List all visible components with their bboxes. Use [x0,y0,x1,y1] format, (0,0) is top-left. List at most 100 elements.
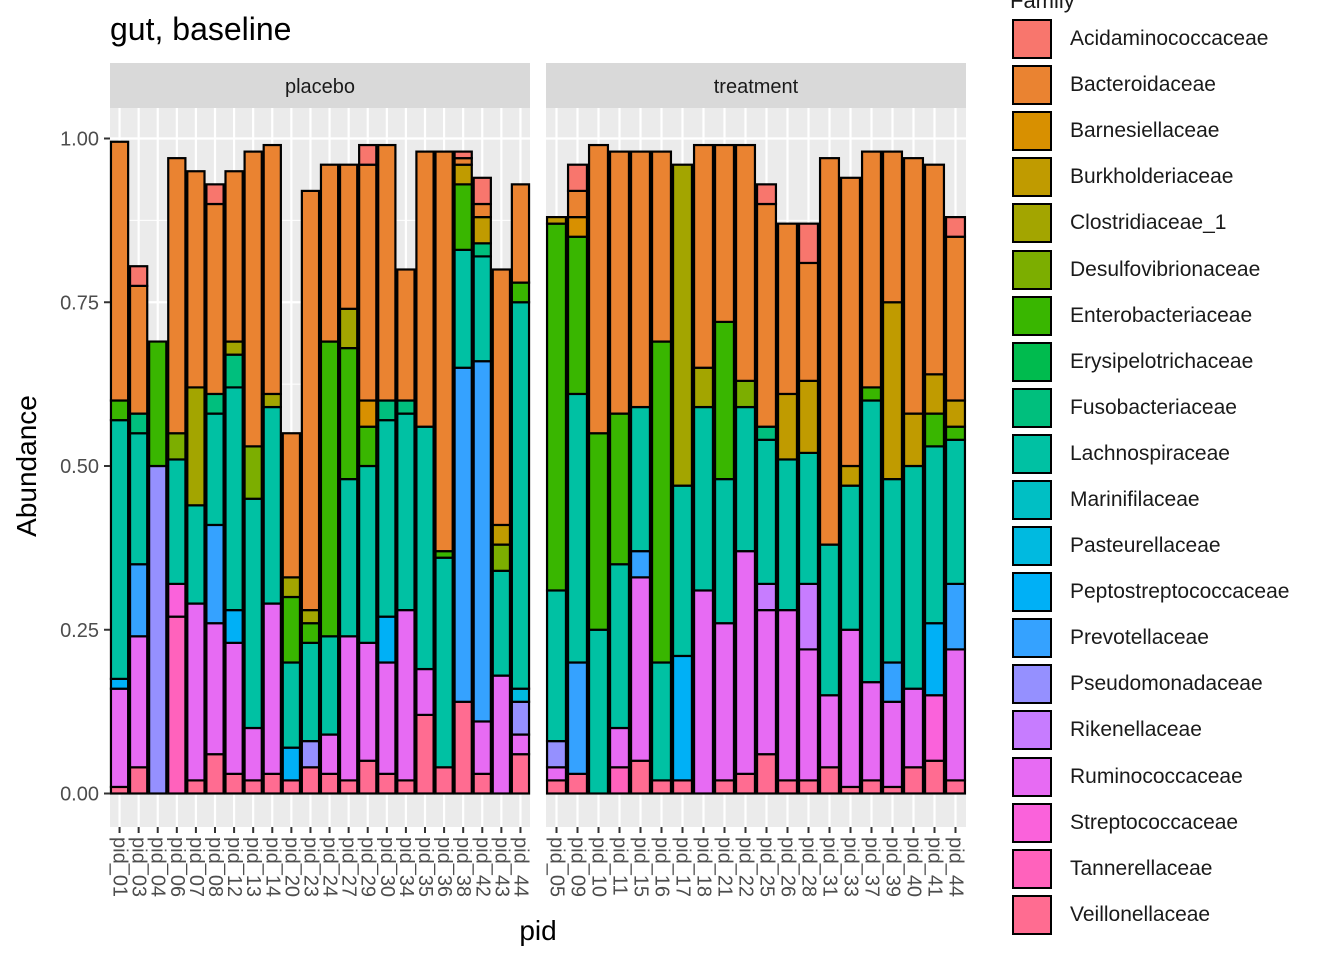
x-tick-label: pid_28 [798,837,820,897]
bar-segment-bacteroidaceae [319,163,340,343]
bar-segment-ruminococcaceae [377,661,397,775]
bar-segment-ruminococcaceae [608,726,631,769]
bar-segment-ruminococcaceae [205,622,225,756]
legend-label: Fusobacteriaceae [1070,395,1237,419]
bar-segment-prevotellaceae [128,563,149,638]
bar-segment-clostridiaceae_1 [186,386,206,507]
bar-segment-acidaminococcaceae [472,176,492,206]
legend-item-peptostreptococcaceae: Peptostreptococcaceae [1008,569,1338,615]
bar-segment-lachnospiraceae [902,464,925,690]
bar-segment-veillonellaceae [453,700,473,795]
bar-pid_05 [545,216,568,795]
legend-item-ruminococcaceae: Ruminococcaceae [1008,754,1338,800]
x-tick-label: pid_01 [109,837,131,897]
bar-segment-fusobacteriaceae [377,399,397,422]
bar-segment-lachnospiraceae [587,628,610,795]
bar-segment-lachnospiraceae [755,438,778,585]
bar-segment-lachnospiraceae [262,405,282,605]
x-tick-label: pid_27 [338,837,360,897]
bar-segment-prevotellaceae [472,360,492,723]
x-tick-label: pid_05 [546,837,568,897]
bar-segment-bacteroidaceae [944,235,967,402]
bar-segment-lachnospiraceae [358,464,378,644]
bar-segment-ruminococcaceae [224,641,244,775]
bar-segment-fusobacteriaceae [224,353,244,389]
legend-swatch [1012,756,1052,797]
bar-segment-burkholderiaceae [472,216,492,245]
bar-segment-veillonellaceae [776,779,799,795]
bar-segment-bacteroidaceae [510,183,531,284]
bar-segment-veillonellaceae [128,766,149,795]
bar-segment-veillonellaceae [396,779,416,795]
bar-pid_26 [776,222,799,795]
bar-segment-lachnospiraceae [472,255,492,363]
bar-segment-veillonellaceae [472,772,492,795]
bar-segment-barnesiellaceae [566,216,589,238]
legend-label: Prevotellaceae [1070,626,1209,650]
bar-pid_33 [839,176,862,795]
bar-segment-bacteroidaceae [818,157,841,546]
bar-segment-burkholderiaceae [545,216,568,225]
bar-segment-bacteroidaceae [839,176,862,468]
legend-label: Barnesiellaceae [1070,119,1220,143]
x-tick-label: pid_06 [166,837,188,897]
x-tick-label: pid_09 [567,837,589,897]
y-tick-label: 0.00 [60,784,99,806]
bar-segment-lachnospiraceae [281,661,302,749]
legend-swatch [1012,664,1052,705]
bar-segment-veillonellaceae [671,779,694,795]
bar-segment-veillonellaceae [262,772,282,795]
bar-segment-fusobacteriaceae [205,392,225,415]
x-tick-label: pid_41 [924,837,946,897]
legend-item-enterobacteriaceae: Enterobacteriaceae [1008,293,1338,339]
bar-segment-lachnospiraceae [734,405,757,553]
x-tick-label: pid_34 [395,837,417,897]
bar-segment-lachnospiraceae [243,497,263,730]
bar-segment-burkholderiaceae [797,379,820,455]
panel-strip-label: placebo [285,76,355,98]
legend-label: Streptococcaceae [1070,810,1239,834]
bar-segment-veillonellaceae [186,779,206,795]
bar-segment-veillonellaceae [713,779,736,795]
panel-strip [110,63,530,108]
legend-label: Enterobacteriaceae [1070,303,1253,327]
bar-pid_29 [358,143,378,795]
bar-pid_16 [650,150,673,795]
bar-segment-bacteroidaceae [472,202,492,219]
bar-segment-bacteroidaceae [262,143,282,396]
bar-segment-bacteroidaceae [300,189,321,612]
bar-pid_38 [453,150,473,795]
x-tick-label: pid_03 [128,837,150,897]
bar-segment-prevotellaceae [881,661,904,703]
bar-segment-bacteroidaceae [224,170,244,343]
bar-segment-veillonellaceae [734,772,757,795]
bar-segment-bacteroidaceae [734,143,757,382]
legend-swatch [1012,19,1052,60]
bar-segment-fusobacteriaceae [396,399,416,415]
bar-segment-bacteroidaceae [128,284,149,415]
bar-segment-burkholderiaceae [944,399,967,428]
panel-strip-label: treatment [714,76,799,98]
bar-segment-acidaminococcaceae [205,183,225,206]
legend-item-erysipelotrichaceae: Erysipelotrichaceae [1008,339,1338,385]
bar-pid_30 [377,143,397,795]
bar-segment-burkholderiaceae [776,392,799,461]
bar-segment-lachnospiraceae [396,412,416,612]
bar-segment-bacteroidaceae [281,432,302,579]
bar-segment-enterobacteriaceae [281,595,302,664]
legend-label: Lachnospiraceae [1070,441,1230,465]
legend-swatch [1012,572,1052,613]
bar-segment-lachnospiraceae [128,432,149,566]
x-tick-label: pid_22 [735,837,757,897]
legend-label: Tannerellaceae [1070,856,1213,880]
chart-title: gut, baseline [110,11,291,47]
bar-segment-veillonellaceae [338,779,359,795]
bar-segment-bacteroidaceae [377,143,397,402]
bar-segment-bacteroidaceae [167,157,187,435]
bar-pid_41 [923,163,946,795]
bar-segment-clostridiaceae_1 [224,340,244,356]
bar-segment-lachnospiraceae [923,445,946,625]
bar-segment-clostridiaceae_1 [281,576,302,599]
